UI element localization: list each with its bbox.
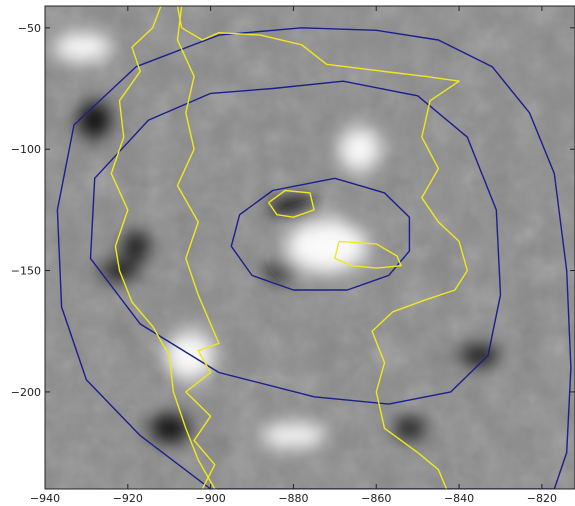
x-tick-label: −840: [444, 492, 474, 505]
heatmap-bright-region-3: [285, 219, 368, 273]
heatmap-dark-region-5: [264, 260, 298, 281]
heatmap-bright-region-2: [338, 127, 381, 172]
x-tick-label: −880: [278, 492, 308, 505]
heatmap-dark-region-12: [459, 345, 501, 366]
plot-area: [45, 6, 575, 489]
contour-line-5: [176, 6, 220, 489]
heatmap-dark-region-6: [123, 231, 149, 261]
x-tick-label: −920: [113, 492, 143, 505]
heatmap-bright-region-11: [260, 423, 327, 448]
y-axis: −50 −100 −150 −200: [11, 22, 575, 399]
contour-line-6: [268, 189, 315, 218]
x-tick-label: −940: [30, 492, 60, 505]
contour-line-2: [230, 177, 411, 291]
y-tick-label: −200: [11, 386, 41, 399]
heatmap-dark-region-10: [392, 418, 426, 439]
y-tick-label: −150: [11, 265, 41, 278]
heatmap-dark-region-1: [78, 100, 112, 140]
heatmap-dark-region-9: [148, 413, 190, 443]
x-tick-label: −900: [196, 492, 226, 505]
heatmap-features: [53, 32, 501, 448]
contour-lines: [56, 6, 572, 489]
x-tick-label: −820: [527, 492, 557, 505]
y-tick-label: −100: [11, 143, 41, 156]
contour-line-7: [334, 240, 402, 269]
x-axis: −940 −920 −900 −880 −860 −840 −820: [30, 6, 557, 505]
contour-line-4: [176, 6, 468, 489]
contour-line-1: [89, 80, 502, 405]
y-tick-label: −50: [18, 22, 41, 35]
contour-line-0: [56, 27, 572, 489]
x-tick-label: −860: [361, 492, 391, 505]
heatmap-bright-region-0: [53, 32, 112, 62]
contour-line-3: [110, 6, 216, 489]
plot-frame: [44, 5, 575, 490]
heatmap-bright-region-8: [165, 331, 215, 380]
